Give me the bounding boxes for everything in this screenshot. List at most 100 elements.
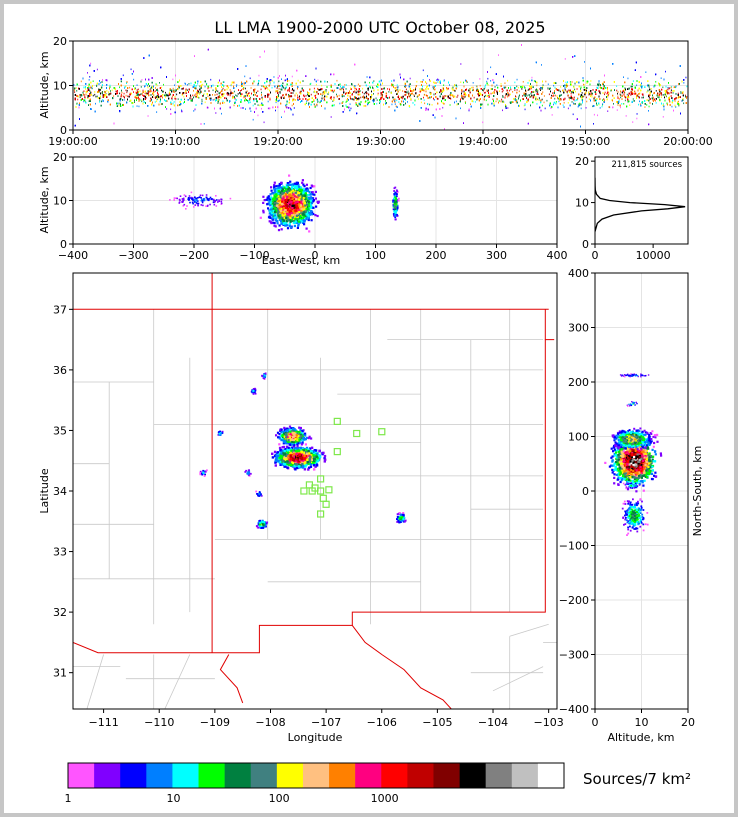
source-point	[261, 107, 262, 110]
source-point	[404, 85, 405, 88]
source-point	[488, 94, 490, 97]
source-point	[470, 103, 471, 105]
source-point	[343, 90, 345, 93]
source-point	[111, 89, 113, 92]
source-point	[156, 100, 158, 102]
source-point	[83, 90, 85, 92]
source-point	[493, 102, 495, 104]
source-point	[507, 95, 509, 98]
source-point	[295, 92, 297, 95]
source-point	[85, 88, 86, 90]
source-point	[431, 104, 433, 106]
source-point	[276, 87, 278, 89]
source-point	[415, 87, 417, 89]
source-point	[429, 79, 430, 81]
source-point	[571, 101, 573, 103]
source-point	[362, 87, 364, 90]
source-point	[379, 102, 380, 104]
source-point	[567, 102, 569, 104]
source-point	[514, 81, 516, 84]
source-point	[484, 91, 486, 94]
source-point	[603, 100, 604, 103]
source-point	[648, 110, 649, 112]
source-point	[535, 89, 537, 91]
source-point	[632, 85, 633, 88]
source-point	[484, 94, 486, 97]
source-point	[142, 94, 144, 96]
source-point	[156, 95, 158, 97]
source-point	[648, 105, 650, 108]
source-point	[321, 84, 323, 87]
source-point	[406, 91, 408, 94]
source-point	[90, 62, 92, 65]
source-point	[577, 105, 579, 108]
source-point	[330, 98, 332, 100]
source-point	[204, 85, 206, 88]
source-point	[166, 108, 168, 110]
source-point	[281, 86, 283, 89]
source-point	[445, 95, 447, 97]
source-point	[317, 101, 319, 103]
source-point	[281, 97, 282, 100]
source-point	[142, 89, 144, 92]
source-point	[175, 98, 177, 100]
source-point	[485, 84, 486, 86]
source-point	[502, 89, 504, 92]
source-point	[407, 101, 408, 103]
source-point	[555, 101, 557, 103]
source-point	[157, 90, 159, 92]
source-point	[639, 103, 641, 105]
source-point	[338, 94, 340, 97]
source-point	[655, 100, 656, 102]
source-point	[317, 79, 319, 81]
source-point	[212, 89, 214, 92]
source-point	[152, 85, 153, 88]
source-point	[77, 98, 79, 101]
source-point	[675, 106, 677, 108]
source-point	[552, 92, 554, 94]
source-point	[80, 80, 82, 83]
source-point	[623, 76, 624, 78]
source-point	[435, 93, 436, 95]
source-point	[557, 97, 559, 100]
source-point	[551, 94, 552, 97]
source-point	[450, 98, 452, 100]
source-point	[472, 100, 474, 103]
source-point	[74, 91, 76, 93]
source-point	[581, 92, 583, 94]
source-point	[536, 89, 538, 91]
source-point	[640, 83, 642, 86]
source-point	[482, 121, 484, 124]
source-point	[340, 89, 342, 91]
source-point	[198, 97, 200, 99]
source-point	[141, 92, 143, 95]
source-point	[98, 97, 100, 99]
source-point	[409, 77, 411, 80]
source-point	[483, 89, 485, 92]
source-point	[89, 76, 91, 78]
source-point	[291, 75, 293, 78]
source-point	[516, 78, 518, 81]
source-point	[152, 87, 154, 89]
source-point	[152, 91, 154, 93]
source-point	[175, 90, 177, 92]
source-point	[235, 94, 237, 96]
source-point	[616, 89, 618, 92]
source-point	[601, 105, 603, 108]
source-point	[443, 84, 445, 86]
source-point	[195, 93, 197, 95]
source-point	[99, 101, 101, 103]
source-point	[585, 107, 587, 109]
source-point	[281, 116, 282, 118]
source-point	[258, 74, 260, 77]
source-point	[216, 89, 217, 92]
source-point	[223, 81, 225, 83]
source-point	[524, 108, 526, 111]
source-point	[467, 95, 469, 97]
source-point	[515, 96, 517, 98]
source-point	[504, 82, 506, 84]
source-point	[686, 85, 688, 88]
source-point	[456, 96, 458, 98]
source-point	[256, 100, 257, 102]
source-point	[571, 81, 573, 83]
